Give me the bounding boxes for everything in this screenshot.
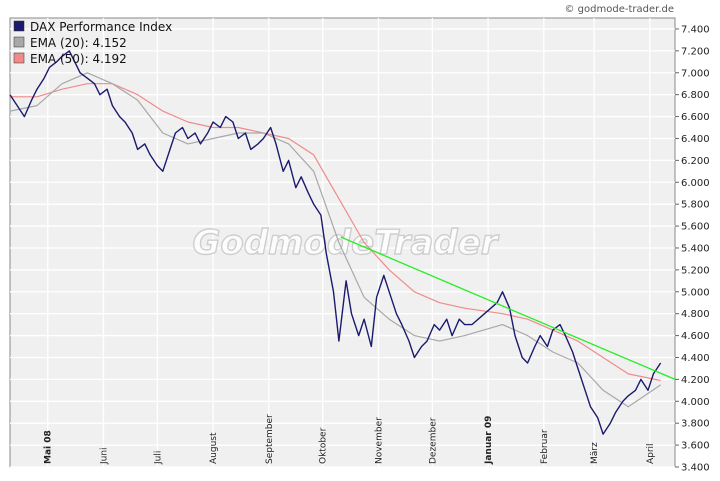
y-tick-label: 5.200 (681, 265, 710, 276)
x-tick-label: Oktober (319, 427, 329, 464)
y-tick-label: 7.000 (681, 68, 710, 79)
legend: DAX Performance Index EMA (20): 4.152 EM… (13, 20, 172, 66)
x-tick-label: November (374, 417, 384, 464)
y-tick-label: 4.800 (681, 309, 710, 320)
legend-label-dax: DAX Performance Index (30, 20, 172, 34)
credit-text: © godmode-trader.de (565, 4, 675, 15)
legend-swatch-dax (13, 20, 25, 32)
x-tick-label: Juli (153, 451, 163, 465)
legend-swatch-ema50 (13, 52, 25, 64)
y-tick-label: 4.000 (681, 397, 710, 408)
y-tick-label: 7.200 (681, 46, 710, 57)
y-tick-label: 6.800 (681, 90, 710, 101)
y-tick-label: 6.000 (681, 178, 710, 189)
y-tick-label: 7.400 (681, 24, 710, 35)
plot-area (9, 17, 676, 468)
y-tick-label: 4.400 (681, 353, 710, 364)
legend-swatch-ema20 (13, 36, 25, 48)
y-tick-label: 3.600 (681, 441, 710, 452)
y-tick-label: 6.600 (681, 112, 710, 123)
y-tick-label: 3.800 (681, 419, 710, 430)
series-line-ema20 (9, 72, 661, 408)
series-layer (9, 50, 676, 435)
x-tick-label: Januar 09 (484, 416, 494, 465)
y-axis: 7.400 7.200 7.000 6.800 6.600 6.400 6.200 6.000… (675, 24, 710, 474)
y-tick-label: 4.200 (681, 375, 710, 386)
x-tick-label: Februar (540, 429, 550, 464)
grid (10, 18, 675, 468)
y-tick-label: 6.200 (681, 156, 710, 167)
y-tick-label: 4.600 (681, 331, 710, 342)
y-tick-label: 5.600 (681, 222, 710, 233)
y-tick-label: 6.400 (681, 134, 710, 145)
legend-label-ema50: EMA (50): 4.192 (30, 52, 127, 66)
x-tick-label: Dezember (428, 417, 438, 464)
y-tick-label: 5.000 (681, 287, 710, 298)
y-tick-label: 5.800 (681, 200, 710, 211)
x-tick-label: Mai 08 (44, 430, 54, 464)
legend-label-ema20: EMA (20): 4.152 (30, 36, 127, 50)
y-tick-label: 5.400 (681, 243, 710, 254)
x-tick-label: April (646, 443, 656, 464)
x-tick-label: August (209, 432, 219, 464)
trend-line (340, 236, 676, 380)
x-axis: Mai 08 Juni Juli August September Oktober Nove… (44, 414, 656, 465)
series-line-dax (9, 50, 662, 435)
y-tick-label: 3.400 (681, 463, 710, 474)
x-tick-label: September (265, 414, 275, 464)
series-line-ema50 (10, 83, 661, 382)
x-tick-label: Juni (99, 447, 109, 465)
x-tick-label: März (590, 442, 600, 464)
